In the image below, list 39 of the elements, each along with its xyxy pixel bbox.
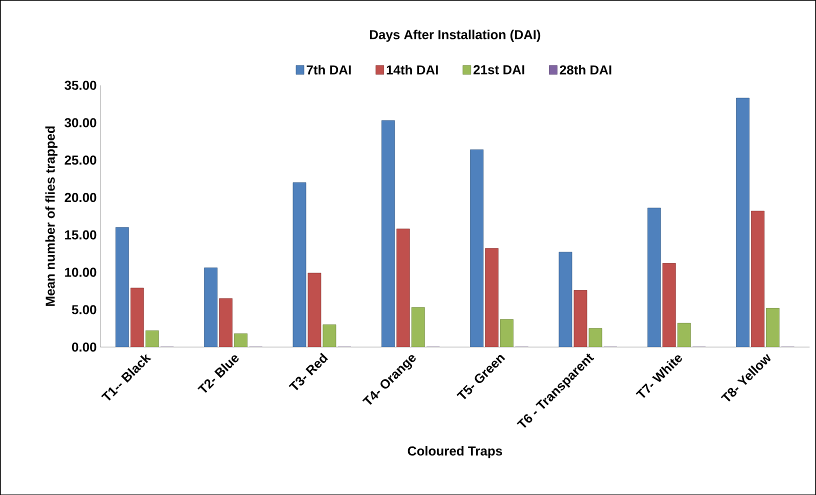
chart-title: Days After Installation (DAI): [370, 30, 540, 42]
bar: [204, 267, 218, 347]
bar: [396, 228, 410, 347]
bar: [751, 210, 764, 347]
bar: [766, 308, 780, 347]
y-tick-label: 5.00: [72, 304, 96, 314]
bar: [677, 322, 691, 347]
legend-label: 7th DAI: [306, 64, 351, 74]
y-tick-label: 10.00: [65, 268, 96, 277]
bar: [470, 149, 484, 347]
y-tick-label: 0.00: [72, 342, 96, 352]
bar: [234, 333, 248, 347]
bar: [485, 248, 498, 347]
bar: [411, 307, 425, 347]
bar: [500, 319, 514, 347]
bar: [558, 252, 572, 347]
y-tick-label: 25.00: [64, 155, 96, 165]
bar: [292, 182, 306, 347]
y-axis-title: Mean number of flies trapped: [45, 126, 58, 306]
bar: [574, 290, 588, 347]
bar: [736, 98, 750, 347]
bar: [219, 298, 232, 347]
bar: [381, 120, 395, 347]
y-tick-label: 30.00: [64, 118, 96, 128]
bar: [662, 262, 676, 347]
bar: [115, 227, 129, 347]
legend-label: 28th DAI: [560, 64, 612, 74]
y-tick-label: 35.00: [64, 80, 96, 90]
x-axis-title: Coloured Traps: [408, 446, 502, 458]
legend-label: 21st DAI: [474, 64, 524, 74]
legend-label: 14th DAI: [386, 64, 438, 74]
bar: [145, 330, 159, 347]
bar: [647, 208, 661, 347]
bar: [322, 324, 336, 347]
y-tick-label: 15.00: [65, 230, 96, 240]
bar: [130, 288, 144, 347]
bar: [308, 272, 322, 347]
y-tick-label: 20.00: [64, 192, 96, 202]
bar: [588, 328, 602, 347]
